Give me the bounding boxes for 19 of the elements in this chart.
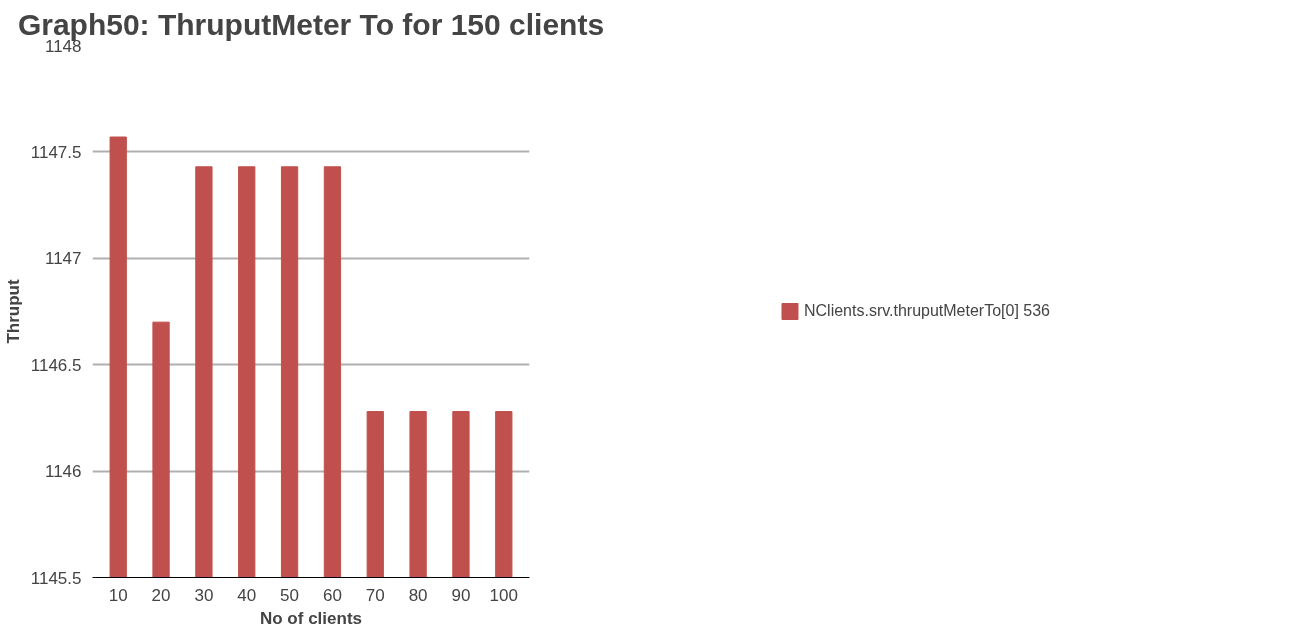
x-tick-label: 30 xyxy=(194,585,214,605)
x-tick-label: 50 xyxy=(280,585,300,605)
x-tick-label: 10 xyxy=(108,585,128,605)
y-axis-title: Thruput xyxy=(3,279,23,344)
legend-label: NClients.srv.thruputMeterTo[0] 536 xyxy=(803,302,1051,320)
x-tick-label: 20 xyxy=(151,585,171,605)
y-tick-label: 1147.5 xyxy=(30,142,82,162)
x-tick-label: 40 xyxy=(237,585,257,605)
x-tick-label: 80 xyxy=(408,585,428,605)
x-tick-label: 100 xyxy=(489,585,518,605)
x-tick-label: 90 xyxy=(451,585,471,605)
y-tick-label: 1147 xyxy=(44,249,82,269)
x-tick-label: 60 xyxy=(322,585,342,605)
chart-title: Graph50: ThruputMeter To for 150 clients xyxy=(17,7,605,41)
y-tick-label: 1146 xyxy=(44,462,82,482)
x-tick-label: 70 xyxy=(365,585,385,605)
y-tick-label: 1145.5 xyxy=(30,568,82,588)
y-tick-label: 1146.5 xyxy=(30,355,82,375)
x-axis-title: No of clients xyxy=(260,608,363,628)
